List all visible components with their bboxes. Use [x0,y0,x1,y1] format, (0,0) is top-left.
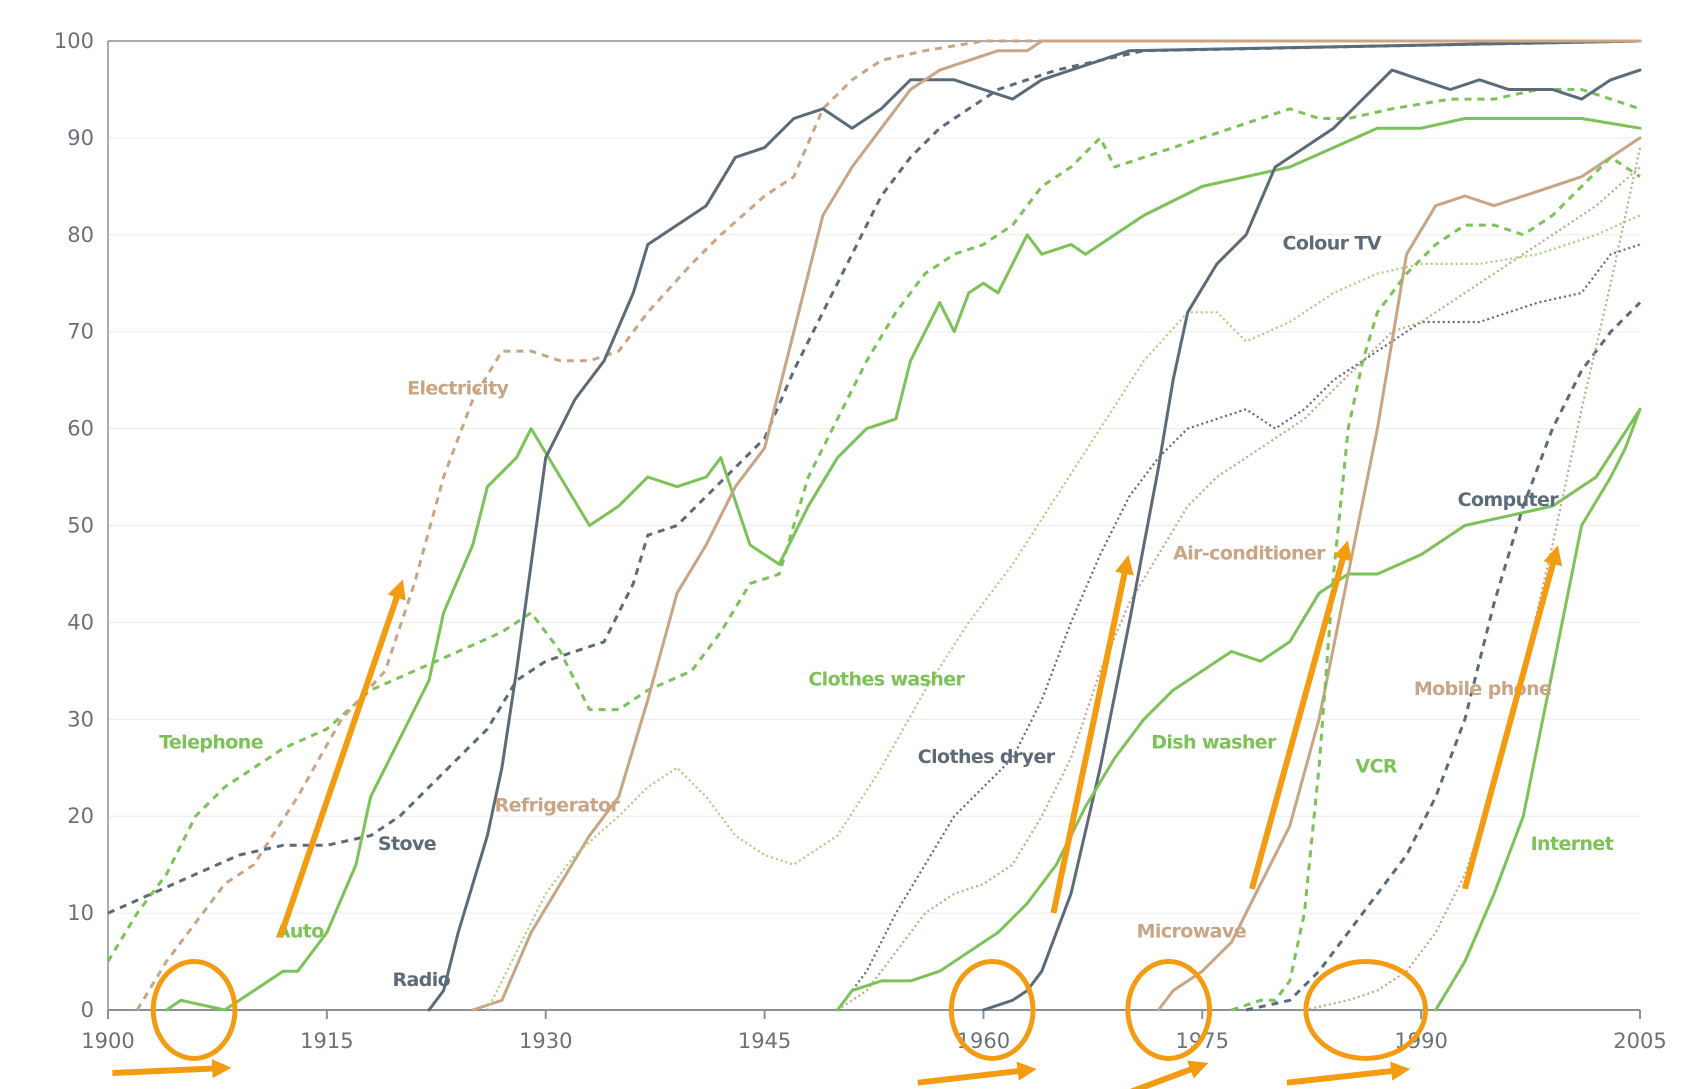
rising-arrow [1462,545,1563,890]
series-label-stove: Stove [378,833,436,855]
rising-arrow [277,579,406,939]
y-axis-ticks: 0 10 20 30 40 50 60 70 80 90 100 [54,29,94,1022]
series-label-vcr: VCR [1355,756,1397,778]
rising-arrow [1050,554,1134,914]
series-label-mobile-phone: Mobile phone [1414,678,1551,700]
y-tick-label: 100 [54,29,94,53]
x-axis-ticks: 1900 1915 1930 1945 1960 1975 1990 2005 [81,1010,1667,1053]
series-line-dish-washer [836,407,1642,1012]
series-line-mobile-phone [1304,147,1642,1012]
pointer-arrow [1129,1060,1209,1089]
series-line-radio [427,39,1642,1012]
highlight-circle [1125,959,1213,1061]
series-label-electricity: Electricity [407,378,509,400]
series-line-vcr [1231,155,1641,1012]
y-tick-label: 90 [67,126,94,150]
y-tick-label: 30 [67,707,94,731]
x-tick-label: 1945 [738,1029,791,1053]
highlight-circle [948,959,1036,1061]
series-line-refrigerator [471,39,1642,1012]
series-label-colour-tv: Colour TV [1283,232,1382,254]
highlight-circle [1303,959,1429,1061]
series-line-electricity [135,39,1640,1011]
pointer-arrow [1286,1061,1411,1086]
y-tick-label: 50 [67,514,94,538]
series-label-telephone: Telephone [159,731,263,753]
series-line-stove [107,39,1641,915]
series-label-internet: Internet [1531,833,1614,855]
y-tick-label: 10 [67,901,94,925]
y-tick-label: 0 [81,998,94,1022]
highlight-circle [150,959,238,1061]
x-tick-label: 1900 [81,1029,134,1053]
series-line-air-conditioner [836,166,1641,1011]
series-line-internet [1434,407,1642,1012]
y-tick-label: 60 [67,417,94,441]
series-label-computer: Computer [1458,489,1560,511]
series-label-refrigerator: Refrigerator [495,794,621,816]
series-line-auto [164,117,1642,1012]
series-label-auto: Auto [276,920,325,942]
gridlines [107,40,1640,1011]
x-tick-label: 2005 [1613,1029,1666,1053]
y-tick-label: 20 [67,804,94,828]
x-tick-label: 1915 [300,1029,353,1053]
series-label-microwave: Microwave [1137,920,1246,942]
rising-arrow [1249,540,1352,890]
series-line-clothes-washer [486,214,1641,1011]
series-label-radio: Radio [393,969,451,991]
series-line-clothes-dryer [836,243,1641,1011]
series-line-microwave [1157,136,1642,1012]
series-label-clothes-dryer: Clothes dryer [918,746,1056,768]
series-label-dish-washer: Dish washer [1151,731,1277,753]
series-labels: Telephone Electricity Auto Stove Radio Refrig… [159,232,1614,990]
series-label-air-conditioner: Air-conditioner [1173,542,1326,564]
pointer-arrow [112,1058,232,1079]
series-line-computer [1245,301,1642,1012]
y-tick-label: 80 [67,223,94,247]
y-tick-label: 40 [67,610,94,634]
series-label-clothes-washer: Clothes washer [808,668,965,690]
y-tick-label: 70 [67,320,94,344]
x-tick-label: 1930 [519,1029,572,1053]
pointer-arrow [917,1061,1037,1086]
series-lines [106,39,1642,1012]
series-line-colour-tv [981,68,1642,1012]
orange-annotations [112,540,1563,1089]
